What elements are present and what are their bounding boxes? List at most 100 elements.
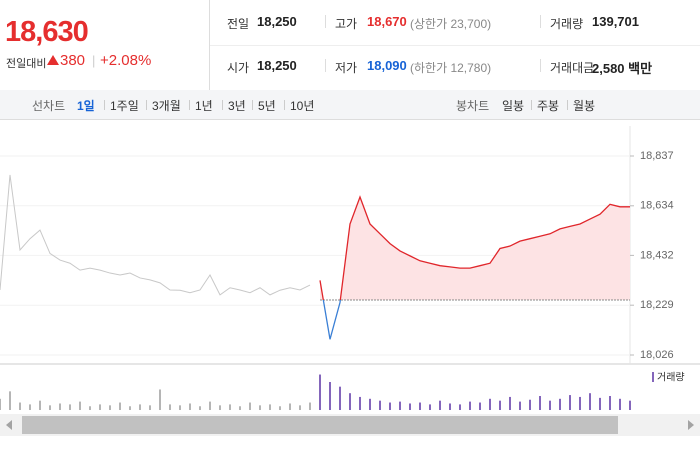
volume-bar: [269, 404, 271, 410]
tab[interactable]: 주봉: [537, 99, 560, 113]
volume-bar: [249, 402, 251, 410]
volume-bar: [469, 401, 471, 410]
volume-bar: [189, 403, 191, 410]
volume-bar: [529, 399, 531, 410]
stat-label: 거래대금: [550, 61, 595, 75]
volume-bar: [489, 398, 491, 410]
separator: [531, 100, 532, 110]
change-pct: +2.08%: [100, 52, 152, 69]
volume-bar: [89, 406, 91, 410]
tab-bar: [0, 90, 700, 120]
volume-bar: [579, 396, 581, 410]
divider: [210, 45, 700, 46]
volume-bar: [509, 396, 511, 410]
tab[interactable]: 1주일: [110, 99, 139, 113]
volume-bar: [439, 400, 441, 410]
tab[interactable]: 1일: [77, 99, 95, 113]
scroll-left[interactable]: [6, 420, 12, 430]
tab[interactable]: 10년: [290, 99, 315, 113]
y-tick-label: 18,837: [640, 150, 674, 162]
volume-bar: [49, 405, 51, 410]
separator: [104, 100, 105, 110]
legend-swatch: [652, 372, 654, 382]
volume-bar: [79, 401, 81, 410]
volume-bar: [599, 397, 601, 410]
stat-note: (하한가 12,780): [410, 61, 492, 75]
separator: |: [92, 53, 96, 68]
tab[interactable]: 3년: [228, 99, 246, 113]
legend-label: 거래량: [657, 372, 685, 384]
stat-value: 18,090: [367, 58, 407, 73]
tab[interactable]: 5년: [258, 99, 276, 113]
volume-bar: [559, 398, 561, 410]
separator: [540, 59, 541, 72]
volume-bar: [429, 404, 431, 410]
tab[interactable]: 3개월: [152, 99, 181, 113]
volume-bar: [569, 395, 571, 410]
volume-bar: [199, 406, 201, 410]
volume-bar: [409, 403, 411, 410]
volume-bar: [389, 402, 391, 410]
scroll-thumb[interactable]: [22, 416, 618, 434]
volume-bar: [629, 400, 631, 410]
volume-bar: [299, 405, 301, 410]
volume-bar: [589, 393, 591, 410]
chart: 18,026 18,229 18,432 18,634 18,837 거래량: [0, 126, 700, 436]
stat-note: (상한가 23,700): [410, 17, 492, 31]
volume-bar: [289, 403, 291, 410]
stat-value: 18,250: [257, 14, 297, 29]
up-icon: [47, 55, 59, 65]
stat-value: 139,701: [592, 14, 639, 29]
volume-bar: [69, 404, 71, 410]
stat-value: 18,670: [367, 14, 407, 29]
separator: [325, 59, 326, 72]
volume-bar: [549, 400, 551, 410]
scroll-right[interactable]: [688, 420, 694, 430]
volume-bar: [259, 405, 261, 410]
y-tick-label: 18,026: [640, 349, 674, 361]
volume-bar: [479, 402, 481, 410]
volume-bar: [209, 401, 211, 410]
tab[interactable]: 월봉: [573, 99, 596, 113]
separator: [325, 15, 326, 28]
stat-label: 저가: [335, 61, 358, 75]
volume-bar: [619, 398, 621, 410]
tab[interactable]: 일봉: [502, 99, 525, 113]
volume-bar: [169, 404, 171, 410]
volume-bar: [369, 398, 371, 410]
volume-bar: [339, 386, 341, 410]
volume-bar: [39, 400, 41, 410]
volume-bar: [379, 400, 381, 410]
volume-bar: [539, 396, 541, 410]
stat-label: 고가: [335, 17, 358, 31]
separator: [284, 100, 285, 110]
volume-bar: [19, 402, 21, 410]
volume-bar: [129, 406, 131, 410]
volume-bar: [149, 405, 151, 410]
tab-label: 선차트: [32, 99, 66, 113]
volume-bar: [519, 401, 521, 410]
tab[interactable]: 1년: [195, 99, 213, 113]
stat-label: 전일: [227, 17, 250, 31]
y-tick-label: 18,634: [640, 200, 674, 212]
separator: [146, 100, 147, 110]
volume-bar: [239, 406, 241, 410]
price: 18,630: [5, 16, 89, 48]
divider: [209, 0, 210, 90]
volume-bar: [29, 404, 31, 410]
volume-bar: [219, 405, 221, 410]
stat-value: 18,250: [257, 58, 297, 73]
area: [320, 196, 630, 301]
volume-bar: [59, 403, 61, 410]
volume-bar: [159, 389, 161, 410]
stat-label: 시가: [227, 61, 250, 75]
volume-bar: [309, 402, 311, 410]
change: 380: [60, 52, 86, 69]
volume-bar: [179, 405, 181, 410]
volume-bar: [99, 404, 101, 410]
separator: [567, 100, 568, 110]
change-label: 전일대비: [6, 58, 47, 70]
volume-bar: [119, 402, 121, 410]
separator: [222, 100, 223, 110]
